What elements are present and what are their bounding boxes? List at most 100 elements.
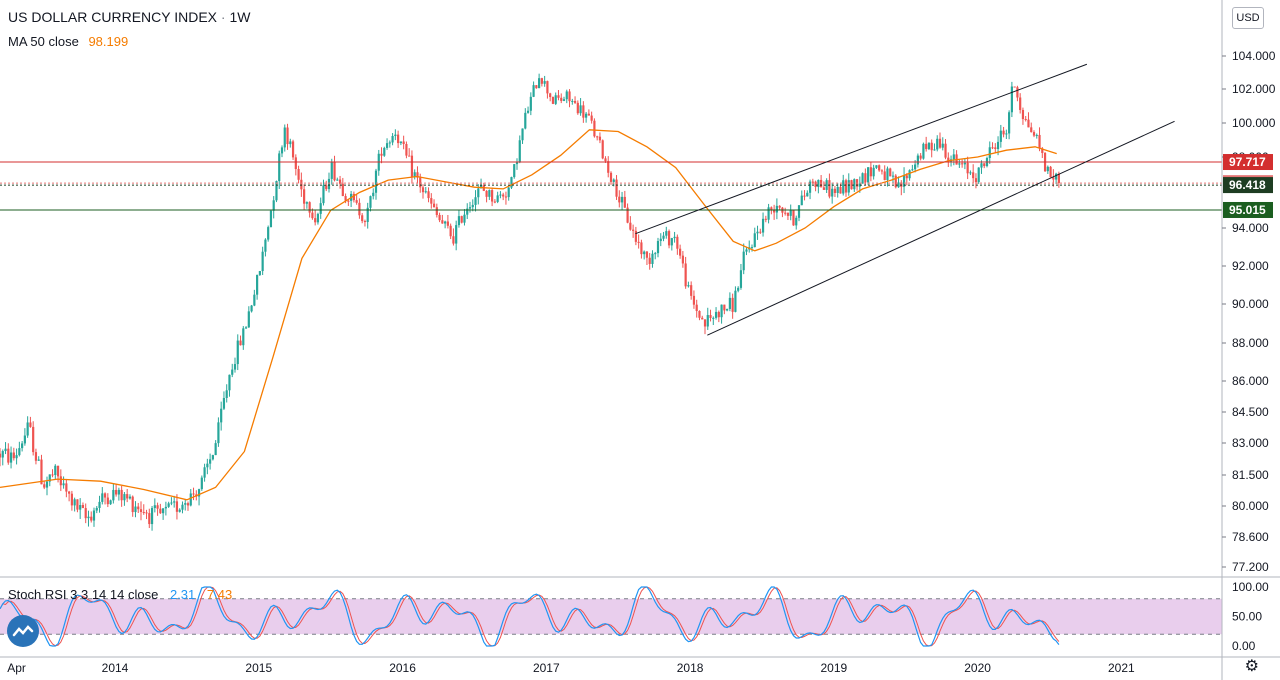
candle-body: [524, 112, 527, 129]
candle-body: [280, 147, 284, 154]
candle-body: [938, 138, 942, 148]
candle-body: [618, 196, 621, 203]
candle-body: [869, 167, 872, 177]
candle-body: [842, 180, 845, 194]
candle-body: [327, 178, 331, 190]
candle-body: [659, 238, 662, 242]
candle-body: [521, 128, 524, 141]
candle-body: [289, 141, 292, 145]
candle-body: [236, 340, 239, 365]
candle-body: [385, 143, 389, 148]
candle-body: [632, 229, 635, 231]
candle-body: [977, 167, 980, 183]
candle-body: [916, 155, 919, 165]
candle-body: [115, 489, 118, 495]
stoch-legend[interactable]: Stoch RSI 3 3 14 14 close 2.31 7.43: [8, 587, 232, 602]
candle-body: [217, 422, 220, 444]
level-badge: [1223, 201, 1273, 218]
candle-body: [308, 202, 311, 213]
candle-body: [828, 180, 831, 197]
candle-body: [300, 179, 303, 190]
price-tick-label: 100.000: [1232, 116, 1276, 130]
candle-body: [12, 452, 15, 459]
candle-body: [927, 142, 931, 150]
candle-body: [723, 304, 726, 311]
candle-body: [250, 305, 253, 312]
time-tick-label: 2017: [533, 661, 560, 675]
candle-body: [222, 397, 226, 409]
candle-body: [515, 162, 519, 165]
candle-body: [62, 483, 65, 486]
candle-body: [726, 308, 729, 311]
candle-body: [369, 196, 372, 208]
candle-body: [695, 304, 698, 311]
candle-body: [247, 311, 250, 328]
candle-body: [706, 315, 709, 327]
candle-body: [759, 231, 762, 233]
gear-icon[interactable]: ⚙: [1244, 658, 1259, 675]
candle-body: [833, 188, 837, 193]
tradingview-logo-icon[interactable]: [7, 615, 39, 647]
price-tick-label: 81.500: [1232, 468, 1269, 482]
candle-body: [908, 170, 911, 179]
channel-line: [635, 63, 1088, 235]
candle-body: [604, 158, 607, 162]
candle-body: [297, 168, 300, 180]
candle-body: [656, 241, 660, 254]
candle-body: [408, 155, 411, 157]
candle-body: [455, 225, 458, 244]
candle-body: [1016, 87, 1019, 98]
stoch-tick-label: 100.00: [1232, 580, 1269, 594]
candle-body: [944, 143, 947, 158]
candle-body: [253, 294, 256, 306]
candle-body: [70, 493, 73, 506]
ma-legend[interactable]: MA 50 close 98.199: [8, 34, 128, 49]
candle-body: [314, 218, 317, 223]
candle-body: [186, 503, 190, 506]
candle-body: [170, 502, 173, 504]
candle-body: [449, 225, 452, 237]
candle-body: [844, 180, 848, 193]
candle-body: [397, 134, 400, 144]
candle-body: [634, 230, 637, 242]
candle-body: [267, 227, 270, 240]
candle-body: [994, 147, 997, 149]
candle-body: [123, 494, 126, 501]
candle-body: [775, 205, 778, 213]
candle-body: [958, 163, 961, 165]
candle-body: [162, 508, 165, 514]
candle-body: [363, 221, 367, 223]
candle-body: [139, 509, 143, 513]
price-tick-label: 104.000: [1232, 49, 1276, 63]
currency-button[interactable]: USD: [1232, 7, 1264, 29]
candle-body: [0, 453, 2, 458]
candle-body: [933, 149, 936, 151]
candle-body: [32, 426, 35, 453]
candle-body: [850, 180, 853, 190]
candle-body: [778, 205, 781, 208]
candle-body: [720, 304, 723, 318]
candle-body: [233, 364, 237, 370]
candle-body: [336, 179, 339, 181]
candle-body: [966, 162, 969, 174]
candle-body: [673, 236, 676, 239]
candle-body: [582, 105, 585, 118]
candle-body: [45, 481, 49, 488]
candle-body: [106, 497, 109, 505]
candle-body: [189, 493, 192, 506]
candle-body: [424, 191, 427, 193]
chart-title: US DOLLAR CURRENCY INDEX · 1W: [8, 9, 250, 25]
candle-body: [734, 290, 737, 312]
candle-body: [911, 169, 914, 171]
candle-body: [40, 459, 43, 485]
candle-body: [670, 238, 673, 246]
interval-label[interactable]: 1W: [229, 9, 251, 25]
candle-body: [549, 93, 552, 98]
candle-body: [593, 120, 596, 137]
candle-body: [579, 105, 582, 114]
candle-body: [922, 143, 925, 159]
candle-body: [275, 181, 278, 201]
candle-body: [499, 194, 502, 196]
candle-body: [471, 204, 474, 208]
